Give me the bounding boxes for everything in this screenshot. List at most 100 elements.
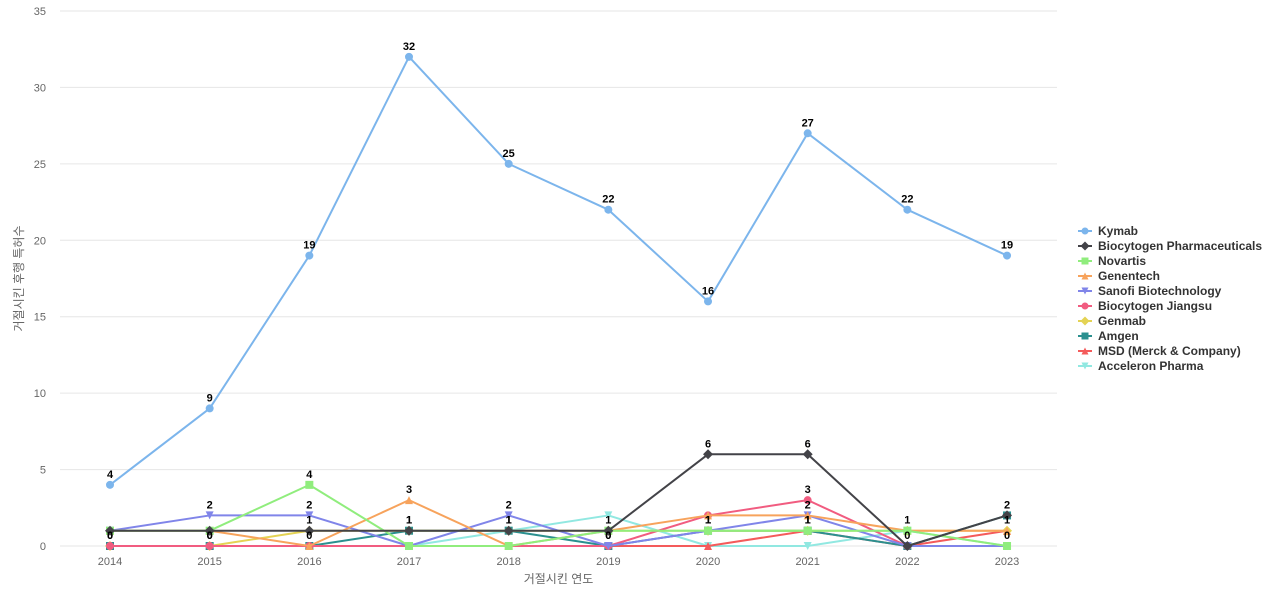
data-label: 0 [306, 530, 312, 542]
data-point [704, 511, 713, 520]
data-label: 1 [605, 515, 611, 527]
legend-item: Kymab [1078, 224, 1138, 238]
legend-item: Genentech [1078, 269, 1160, 283]
data-label: 1 [805, 515, 811, 527]
legend-item: Novartis [1078, 254, 1146, 268]
data-label: 1 [904, 515, 910, 527]
data-point [504, 511, 513, 520]
y-tick-label: 30 [34, 82, 46, 94]
legend-label: Genentech [1098, 269, 1160, 283]
series-lines [105, 52, 1013, 551]
data-point [1081, 302, 1089, 310]
data-label: 25 [503, 148, 515, 160]
data-point [1003, 542, 1012, 550]
x-tick-label: 2023 [995, 556, 1019, 568]
gridlines [60, 10, 1057, 547]
data-point [803, 526, 812, 535]
x-tick-label: 2022 [895, 556, 919, 568]
data-label: 0 [904, 530, 910, 542]
data-point [604, 511, 613, 520]
data-label: 3 [406, 484, 412, 496]
y-tick-label: 20 [34, 235, 46, 247]
series-line [109, 453, 1009, 547]
data-label: 2 [506, 499, 512, 511]
data-point [504, 159, 513, 168]
data-label: 4 [107, 469, 114, 481]
data-point [604, 205, 613, 214]
series-kymab [106, 52, 1012, 489]
data-label: 19 [303, 240, 315, 252]
data-point [704, 297, 713, 306]
series-line [109, 483, 1009, 547]
data-point [305, 542, 314, 550]
data-point [803, 542, 812, 550]
legend-label: Acceleron Pharma [1098, 359, 1204, 373]
legend-label: Novartis [1098, 254, 1146, 268]
data-point [205, 511, 214, 520]
legend-item: Amgen [1078, 329, 1139, 343]
legend-item: MSD (Merck & Company) [1078, 344, 1241, 358]
data-label: 0 [107, 530, 113, 542]
data-label: 4 [306, 469, 313, 481]
legend-item: Sanofi Biotechnology [1078, 284, 1222, 298]
y-tick-label: 35 [34, 6, 46, 18]
data-point [204, 525, 215, 536]
data-label: 27 [802, 117, 814, 129]
data-label: 0 [207, 530, 213, 542]
legend-label: Biocytogen Jiangsu [1098, 299, 1212, 313]
data-label: 1 [1004, 515, 1010, 527]
data-point [704, 542, 713, 550]
data-point [1081, 332, 1089, 340]
legend-item: Biocytogen Jiangsu [1078, 299, 1212, 313]
data-point [503, 525, 514, 536]
data-label: 2 [207, 499, 213, 511]
data-label: 16 [702, 285, 714, 297]
data-label: 0 [107, 530, 113, 542]
data-point [1080, 316, 1090, 326]
series-biocytogen-pharmaceuticals [105, 449, 1013, 551]
data-point [803, 496, 812, 505]
data-point [802, 449, 813, 460]
data-label: 32 [403, 41, 415, 53]
data-label: 1 [805, 515, 811, 527]
data-label: 2 [1004, 499, 1010, 511]
data-point [405, 542, 414, 550]
legend-label: MSD (Merck & Company) [1098, 344, 1241, 358]
data-label: 0 [605, 530, 611, 542]
legend-label: Kymab [1098, 224, 1138, 238]
data-label: 1 [705, 515, 711, 527]
data-label: 0 [207, 530, 213, 542]
data-point [1081, 347, 1089, 355]
data-point [405, 496, 414, 505]
data-point [803, 511, 812, 520]
legend-label: Amgen [1098, 329, 1139, 343]
data-point [205, 404, 214, 413]
data-point [504, 542, 513, 550]
legend-label: Genmab [1098, 314, 1146, 328]
data-point [903, 526, 912, 535]
data-label: 6 [705, 438, 711, 450]
legend-label: Biocytogen Pharmaceuticals [1098, 239, 1262, 253]
x-tick-label: 2015 [197, 556, 221, 568]
y-tick-label: 10 [34, 388, 46, 400]
series-line [109, 55, 1009, 486]
data-point [1081, 227, 1089, 235]
data-label: 0 [1004, 530, 1010, 542]
data-label: 1 [506, 515, 512, 527]
data-point [1081, 287, 1089, 295]
data-label: 6 [805, 438, 811, 450]
data-point [305, 511, 314, 520]
data-point [205, 542, 214, 550]
x-tick-label: 2019 [596, 556, 620, 568]
data-point [704, 526, 713, 535]
data-point [305, 251, 314, 260]
x-tick-label: 2020 [696, 556, 720, 568]
data-label: 1 [506, 515, 512, 527]
y-axis-title: 거절시킨 후행 특허수 [11, 225, 26, 331]
x-tick-label: 2018 [496, 556, 520, 568]
data-point [305, 480, 314, 489]
data-label: 0 [605, 530, 611, 542]
